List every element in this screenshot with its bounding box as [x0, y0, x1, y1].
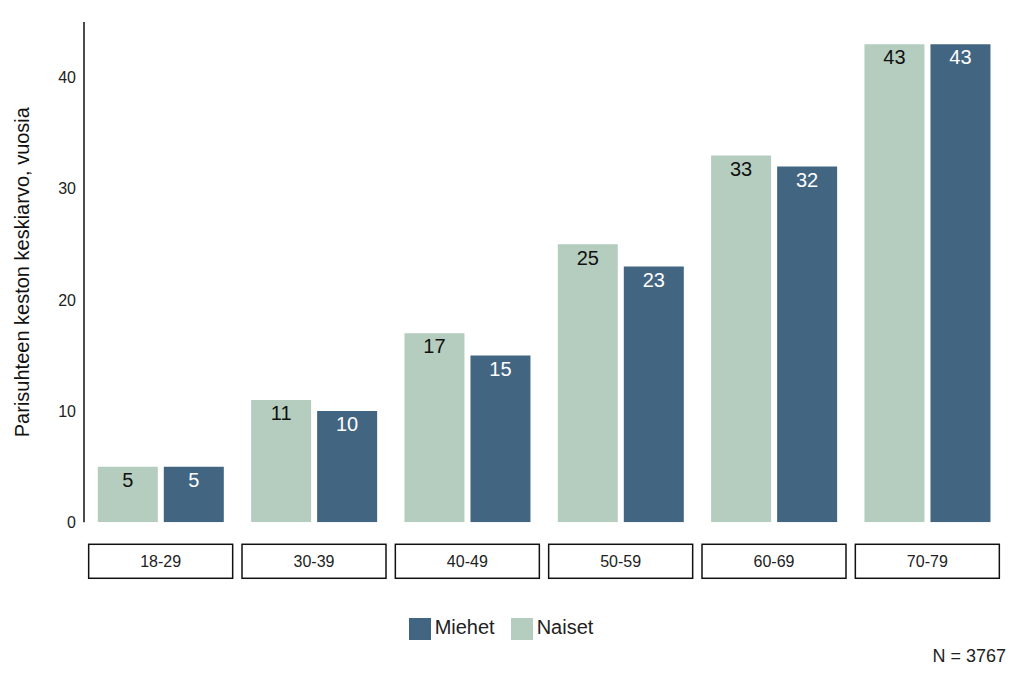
- svg-text:23: 23: [643, 269, 665, 291]
- svg-text:20: 20: [58, 292, 76, 309]
- svg-text:43: 43: [949, 46, 971, 68]
- svg-text:0: 0: [67, 514, 76, 531]
- svg-text:10: 10: [58, 403, 76, 420]
- svg-text:43: 43: [883, 46, 905, 68]
- svg-text:70-79: 70-79: [907, 553, 948, 570]
- html-text:Naiset: Naiset: [536, 616, 594, 639]
- svg-text:5: 5: [188, 469, 199, 491]
- svg-text:5: 5: [122, 469, 133, 491]
- svg-text:15: 15: [489, 358, 511, 380]
- svg-text:33: 33: [730, 158, 752, 180]
- svg-text:60-69: 60-69: [754, 553, 795, 570]
- svg-text:40: 40: [58, 69, 76, 86]
- svg-text:30-39: 30-39: [294, 553, 335, 570]
- html-text:N = 3767: N = 3767: [932, 646, 1006, 666]
- svg-text:40-49: 40-49: [447, 553, 488, 570]
- svg-text:18-29: 18-29: [140, 553, 181, 570]
- svg-text:Parisuhteen keston keskiarvo,: Parisuhteen keston keskiarvo, vuosia: [11, 106, 33, 437]
- svg-text:25: 25: [577, 247, 599, 269]
- svg-text:32: 32: [796, 169, 818, 191]
- html-text:Miehet: Miehet: [434, 616, 495, 639]
- svg-text:30: 30: [58, 180, 76, 197]
- svg-text:50-59: 50-59: [600, 553, 641, 570]
- svg-text:11: 11: [271, 402, 292, 424]
- svg-text:10: 10: [336, 413, 358, 435]
- svg-text:17: 17: [423, 335, 445, 357]
